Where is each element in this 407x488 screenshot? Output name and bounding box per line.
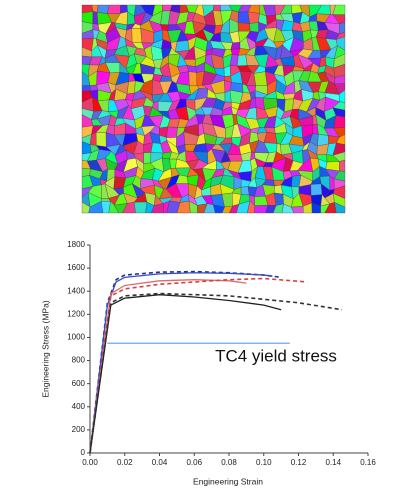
grain (96, 132, 107, 148)
grain (169, 158, 177, 169)
grain (188, 71, 198, 86)
grain (237, 22, 251, 32)
grain (339, 159, 346, 172)
grain (282, 93, 296, 100)
x-tick-label: 0.12 (291, 458, 307, 467)
grain (334, 202, 346, 214)
y-axis-label: Engineering Stress (MPa) (40, 300, 50, 397)
y-tick-label: 0 (81, 448, 86, 457)
y-tick-label: 1400 (67, 286, 85, 295)
y-tick-label: 1000 (67, 333, 85, 342)
y-tick-label: 600 (72, 379, 86, 388)
grain (308, 21, 319, 31)
x-tick-label: 0.00 (82, 458, 98, 467)
grain (96, 4, 110, 14)
ebsd-map (81, 4, 346, 214)
grain (131, 28, 143, 43)
x-tick-label: 0.02 (117, 458, 133, 467)
x-tick-label: 0.06 (186, 458, 202, 467)
y-tick-label: 800 (72, 356, 86, 365)
y-tick-label: 1600 (67, 263, 85, 272)
y-tick-label: 200 (72, 425, 86, 434)
grain (237, 11, 250, 24)
grain (249, 22, 259, 33)
grain (81, 85, 91, 92)
x-tick-label: 0.14 (325, 458, 341, 467)
grain (107, 4, 121, 14)
grain (143, 152, 152, 164)
x-tick-label: 0.08 (221, 458, 237, 467)
series-line (89, 270, 282, 454)
y-tick-label: 1800 (67, 240, 85, 249)
x-tick-label: 0.04 (152, 458, 168, 467)
grain (240, 186, 250, 196)
y-tick-label: 400 (72, 402, 86, 411)
grain (166, 126, 178, 138)
series-line (89, 279, 247, 454)
x-tick-label: 0.16 (360, 458, 376, 467)
grain (133, 201, 148, 214)
series-line (89, 294, 282, 454)
grain (175, 40, 190, 52)
series-line (89, 277, 308, 454)
grain (310, 183, 323, 196)
y-tick-label: 1200 (67, 309, 85, 318)
x-axis-label: Engineering Strain (193, 476, 263, 486)
annotation: TC4 yield stress (215, 346, 337, 365)
grain (253, 71, 268, 86)
grain (212, 4, 221, 12)
series-line (89, 292, 343, 454)
x-tick-label: 0.10 (256, 458, 272, 467)
grain (237, 54, 248, 67)
grain (247, 11, 260, 24)
